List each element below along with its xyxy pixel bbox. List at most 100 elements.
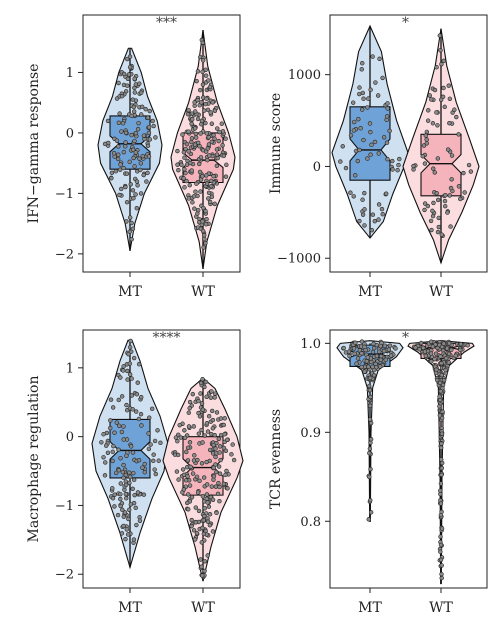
data-point bbox=[131, 109, 137, 114]
data-point bbox=[141, 133, 147, 138]
data-point bbox=[156, 458, 161, 463]
data-point bbox=[153, 471, 158, 477]
y-tick-label: 1000 bbox=[288, 68, 321, 83]
data-point bbox=[116, 397, 121, 403]
data-point bbox=[175, 439, 180, 444]
data-point bbox=[204, 492, 210, 497]
data-point bbox=[186, 149, 191, 154]
data-point bbox=[204, 216, 209, 222]
data-point bbox=[198, 380, 204, 386]
data-point bbox=[185, 458, 191, 463]
data-point bbox=[385, 101, 390, 106]
data-point bbox=[150, 118, 155, 124]
data-point bbox=[443, 203, 448, 209]
data-point bbox=[367, 474, 372, 480]
data-point bbox=[103, 460, 108, 465]
data-point bbox=[204, 496, 209, 501]
data-point bbox=[212, 395, 217, 400]
data-point bbox=[125, 532, 131, 537]
data-point bbox=[371, 373, 377, 378]
data-point bbox=[147, 137, 153, 142]
data-point bbox=[185, 111, 191, 117]
data-point bbox=[200, 228, 206, 234]
data-point bbox=[114, 420, 119, 425]
data-point bbox=[180, 467, 186, 472]
data-point bbox=[146, 446, 152, 452]
data-point bbox=[396, 162, 401, 168]
data-point bbox=[127, 215, 133, 220]
data-point bbox=[193, 135, 199, 140]
data-point bbox=[128, 182, 133, 187]
data-point bbox=[210, 417, 216, 423]
data-point bbox=[422, 207, 427, 213]
data-point bbox=[382, 343, 387, 348]
data-point bbox=[131, 104, 137, 110]
data-point bbox=[139, 423, 144, 428]
data-point bbox=[447, 193, 452, 198]
data-point bbox=[187, 405, 192, 411]
data-point bbox=[437, 380, 443, 386]
data-point bbox=[383, 357, 389, 363]
data-point bbox=[348, 190, 353, 195]
data-point bbox=[198, 131, 203, 136]
data-point bbox=[187, 399, 193, 405]
data-point bbox=[224, 162, 229, 167]
data-point bbox=[346, 349, 352, 354]
data-point bbox=[182, 155, 187, 160]
data-point bbox=[129, 113, 134, 119]
data-point bbox=[204, 181, 210, 186]
data-point bbox=[366, 96, 371, 101]
data-point bbox=[210, 497, 216, 502]
data-point bbox=[221, 445, 227, 451]
data-point bbox=[151, 458, 156, 464]
data-point bbox=[360, 212, 366, 217]
data-point bbox=[208, 110, 213, 115]
data-point bbox=[125, 76, 131, 81]
data-point bbox=[432, 356, 437, 362]
data-point bbox=[439, 571, 444, 577]
data-point bbox=[438, 501, 444, 506]
data-point bbox=[211, 132, 216, 138]
y-tick-label: −2 bbox=[55, 568, 74, 583]
data-point bbox=[200, 219, 205, 224]
data-point bbox=[432, 87, 438, 93]
data-point bbox=[381, 135, 387, 140]
x-tick-label: WT bbox=[191, 284, 215, 300]
data-point bbox=[146, 154, 152, 159]
data-point bbox=[131, 355, 137, 361]
data-point bbox=[201, 475, 207, 480]
data-point bbox=[446, 341, 452, 346]
data-point bbox=[147, 415, 152, 420]
data-point bbox=[175, 452, 181, 458]
data-point bbox=[101, 455, 106, 460]
data-point bbox=[352, 351, 357, 356]
data-point bbox=[359, 107, 365, 112]
data-point bbox=[368, 420, 374, 426]
data-point bbox=[131, 470, 136, 476]
data-point bbox=[439, 344, 445, 350]
data-point bbox=[133, 192, 138, 197]
data-point bbox=[123, 140, 128, 145]
data-point bbox=[110, 496, 116, 501]
data-point bbox=[127, 507, 132, 512]
data-point bbox=[198, 557, 203, 562]
data-point bbox=[214, 152, 220, 157]
data-point bbox=[221, 481, 227, 487]
data-point bbox=[112, 430, 117, 435]
data-point bbox=[371, 341, 376, 346]
data-point bbox=[175, 162, 180, 167]
data-point bbox=[123, 536, 128, 542]
data-point bbox=[207, 512, 213, 517]
data-point bbox=[140, 465, 145, 470]
data-point bbox=[444, 346, 450, 351]
data-point bbox=[360, 61, 365, 66]
data-point bbox=[121, 368, 126, 373]
data-point bbox=[123, 144, 128, 149]
data-point bbox=[212, 108, 218, 113]
data-point bbox=[209, 389, 214, 394]
data-point bbox=[111, 151, 117, 156]
data-point bbox=[207, 84, 213, 90]
data-point bbox=[139, 90, 144, 95]
data-point bbox=[193, 505, 199, 510]
